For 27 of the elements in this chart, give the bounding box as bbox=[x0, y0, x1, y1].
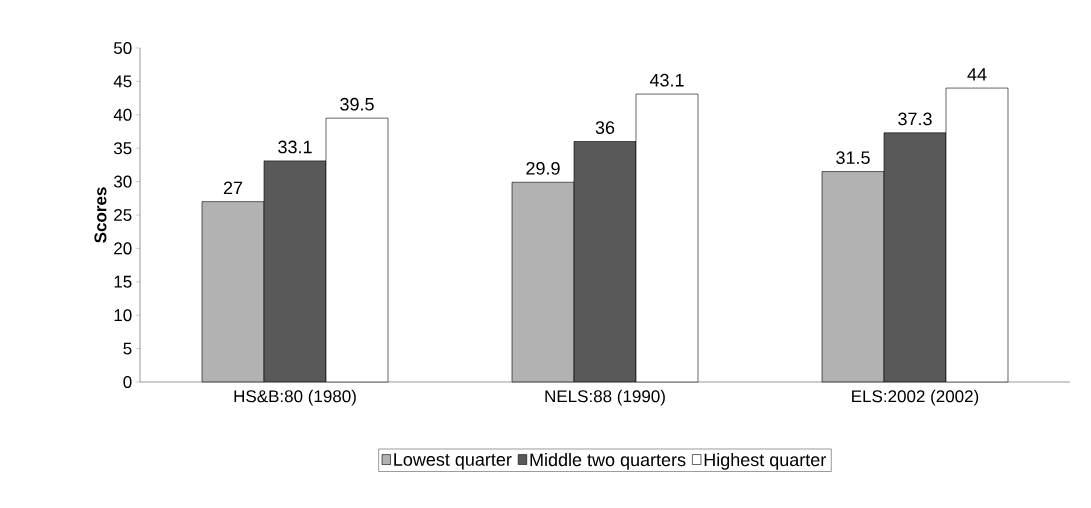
y-tick-label: 40 bbox=[113, 108, 132, 121]
data-label: 36 bbox=[595, 121, 615, 134]
y-tick-label: 35 bbox=[113, 142, 132, 155]
y-tick-label: 30 bbox=[113, 175, 132, 188]
data-label: 43.1 bbox=[649, 73, 684, 87]
y-tick-label: 45 bbox=[113, 75, 132, 88]
y-tick-label: 15 bbox=[114, 275, 132, 288]
y-tick-label: 5 bbox=[123, 342, 132, 355]
legend-label: Middle two quarters bbox=[530, 452, 686, 470]
data-label: 44 bbox=[967, 68, 987, 81]
data-label: 27 bbox=[223, 181, 243, 195]
data-label: 37.3 bbox=[898, 112, 932, 126]
y-tick-label: 10 bbox=[114, 309, 132, 322]
data-label: 39.5 bbox=[340, 97, 374, 111]
y-axis-title: Scores bbox=[94, 187, 107, 243]
legend-label: Lowest quarter bbox=[394, 453, 512, 470]
y-tick-label: 50 bbox=[113, 41, 132, 55]
x-tick-label: HS&B:80 (1980) bbox=[234, 389, 356, 406]
x-tick-label: NELS:88 (1990) bbox=[545, 389, 665, 406]
y-tick-label: 0 bbox=[123, 375, 132, 389]
legend-label: Highest quarter bbox=[704, 452, 826, 470]
x-tick-label: ELS:2002 (2002) bbox=[852, 389, 979, 406]
y-tick-label: 20 bbox=[114, 242, 132, 255]
y-tick-label: 25 bbox=[114, 208, 132, 222]
data-label: 29.9 bbox=[526, 161, 560, 175]
data-label: 31.5 bbox=[836, 151, 870, 165]
data-label: 33.1 bbox=[278, 140, 312, 154]
